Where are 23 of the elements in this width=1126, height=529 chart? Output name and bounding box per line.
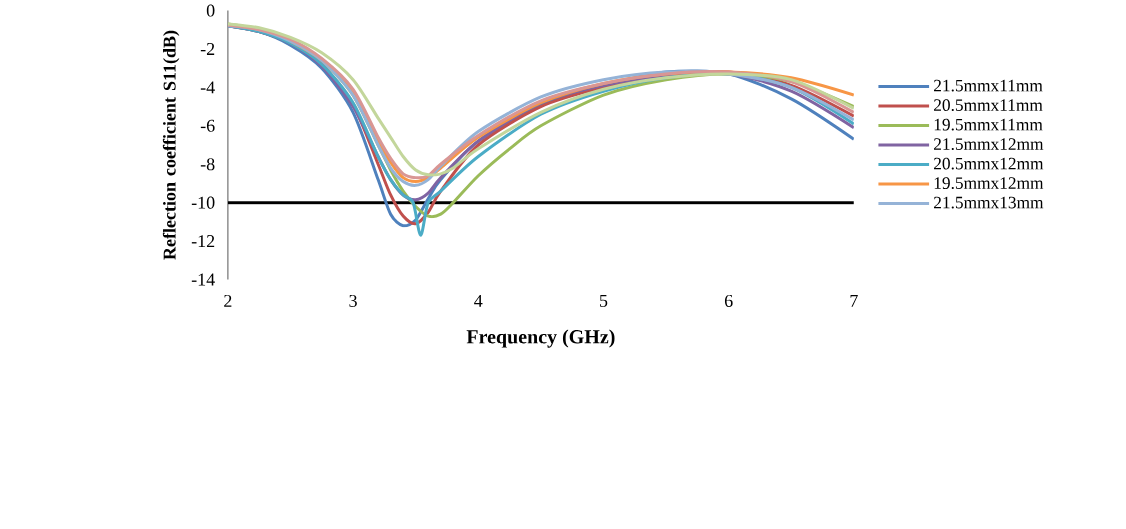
x-tick-label: 2: [224, 294, 232, 307]
y-tick-label: -14: [191, 273, 215, 286]
legend-label: 21.5mmx11mm: [934, 79, 1043, 92]
y-tick-label: -4: [200, 81, 215, 94]
x-tick-label: 5: [600, 294, 608, 307]
y-tick-label: -12: [191, 234, 215, 247]
x-tick-label: 6: [724, 294, 733, 307]
y-axis-title: Reflection coefficient S11(dB): [162, 30, 180, 260]
y-tick-label: -6: [200, 119, 215, 132]
y-tick-label: -2: [200, 42, 215, 55]
y-tick-label: -10: [191, 196, 215, 209]
x-axis-title: Frequency (GHz): [466, 329, 615, 348]
x-tick-label: 7: [850, 294, 858, 307]
legend-label: 20.5mmx11mm: [934, 99, 1043, 111]
legend-label: 21.5mmx12mm: [934, 138, 1044, 150]
y-tick-label: -8: [200, 158, 215, 171]
x-tick-label: 4: [474, 294, 483, 307]
legend-label: 19.5mmx12mm: [934, 177, 1044, 189]
legend-label: 20.5mmx12mm: [934, 157, 1044, 170]
legend-label: 19.5mmx11mm: [934, 118, 1043, 131]
legend-label: 21.5mmx13mm: [934, 196, 1044, 209]
y-tick-label: 0: [206, 4, 215, 17]
x-tick-label: 3: [349, 294, 357, 307]
